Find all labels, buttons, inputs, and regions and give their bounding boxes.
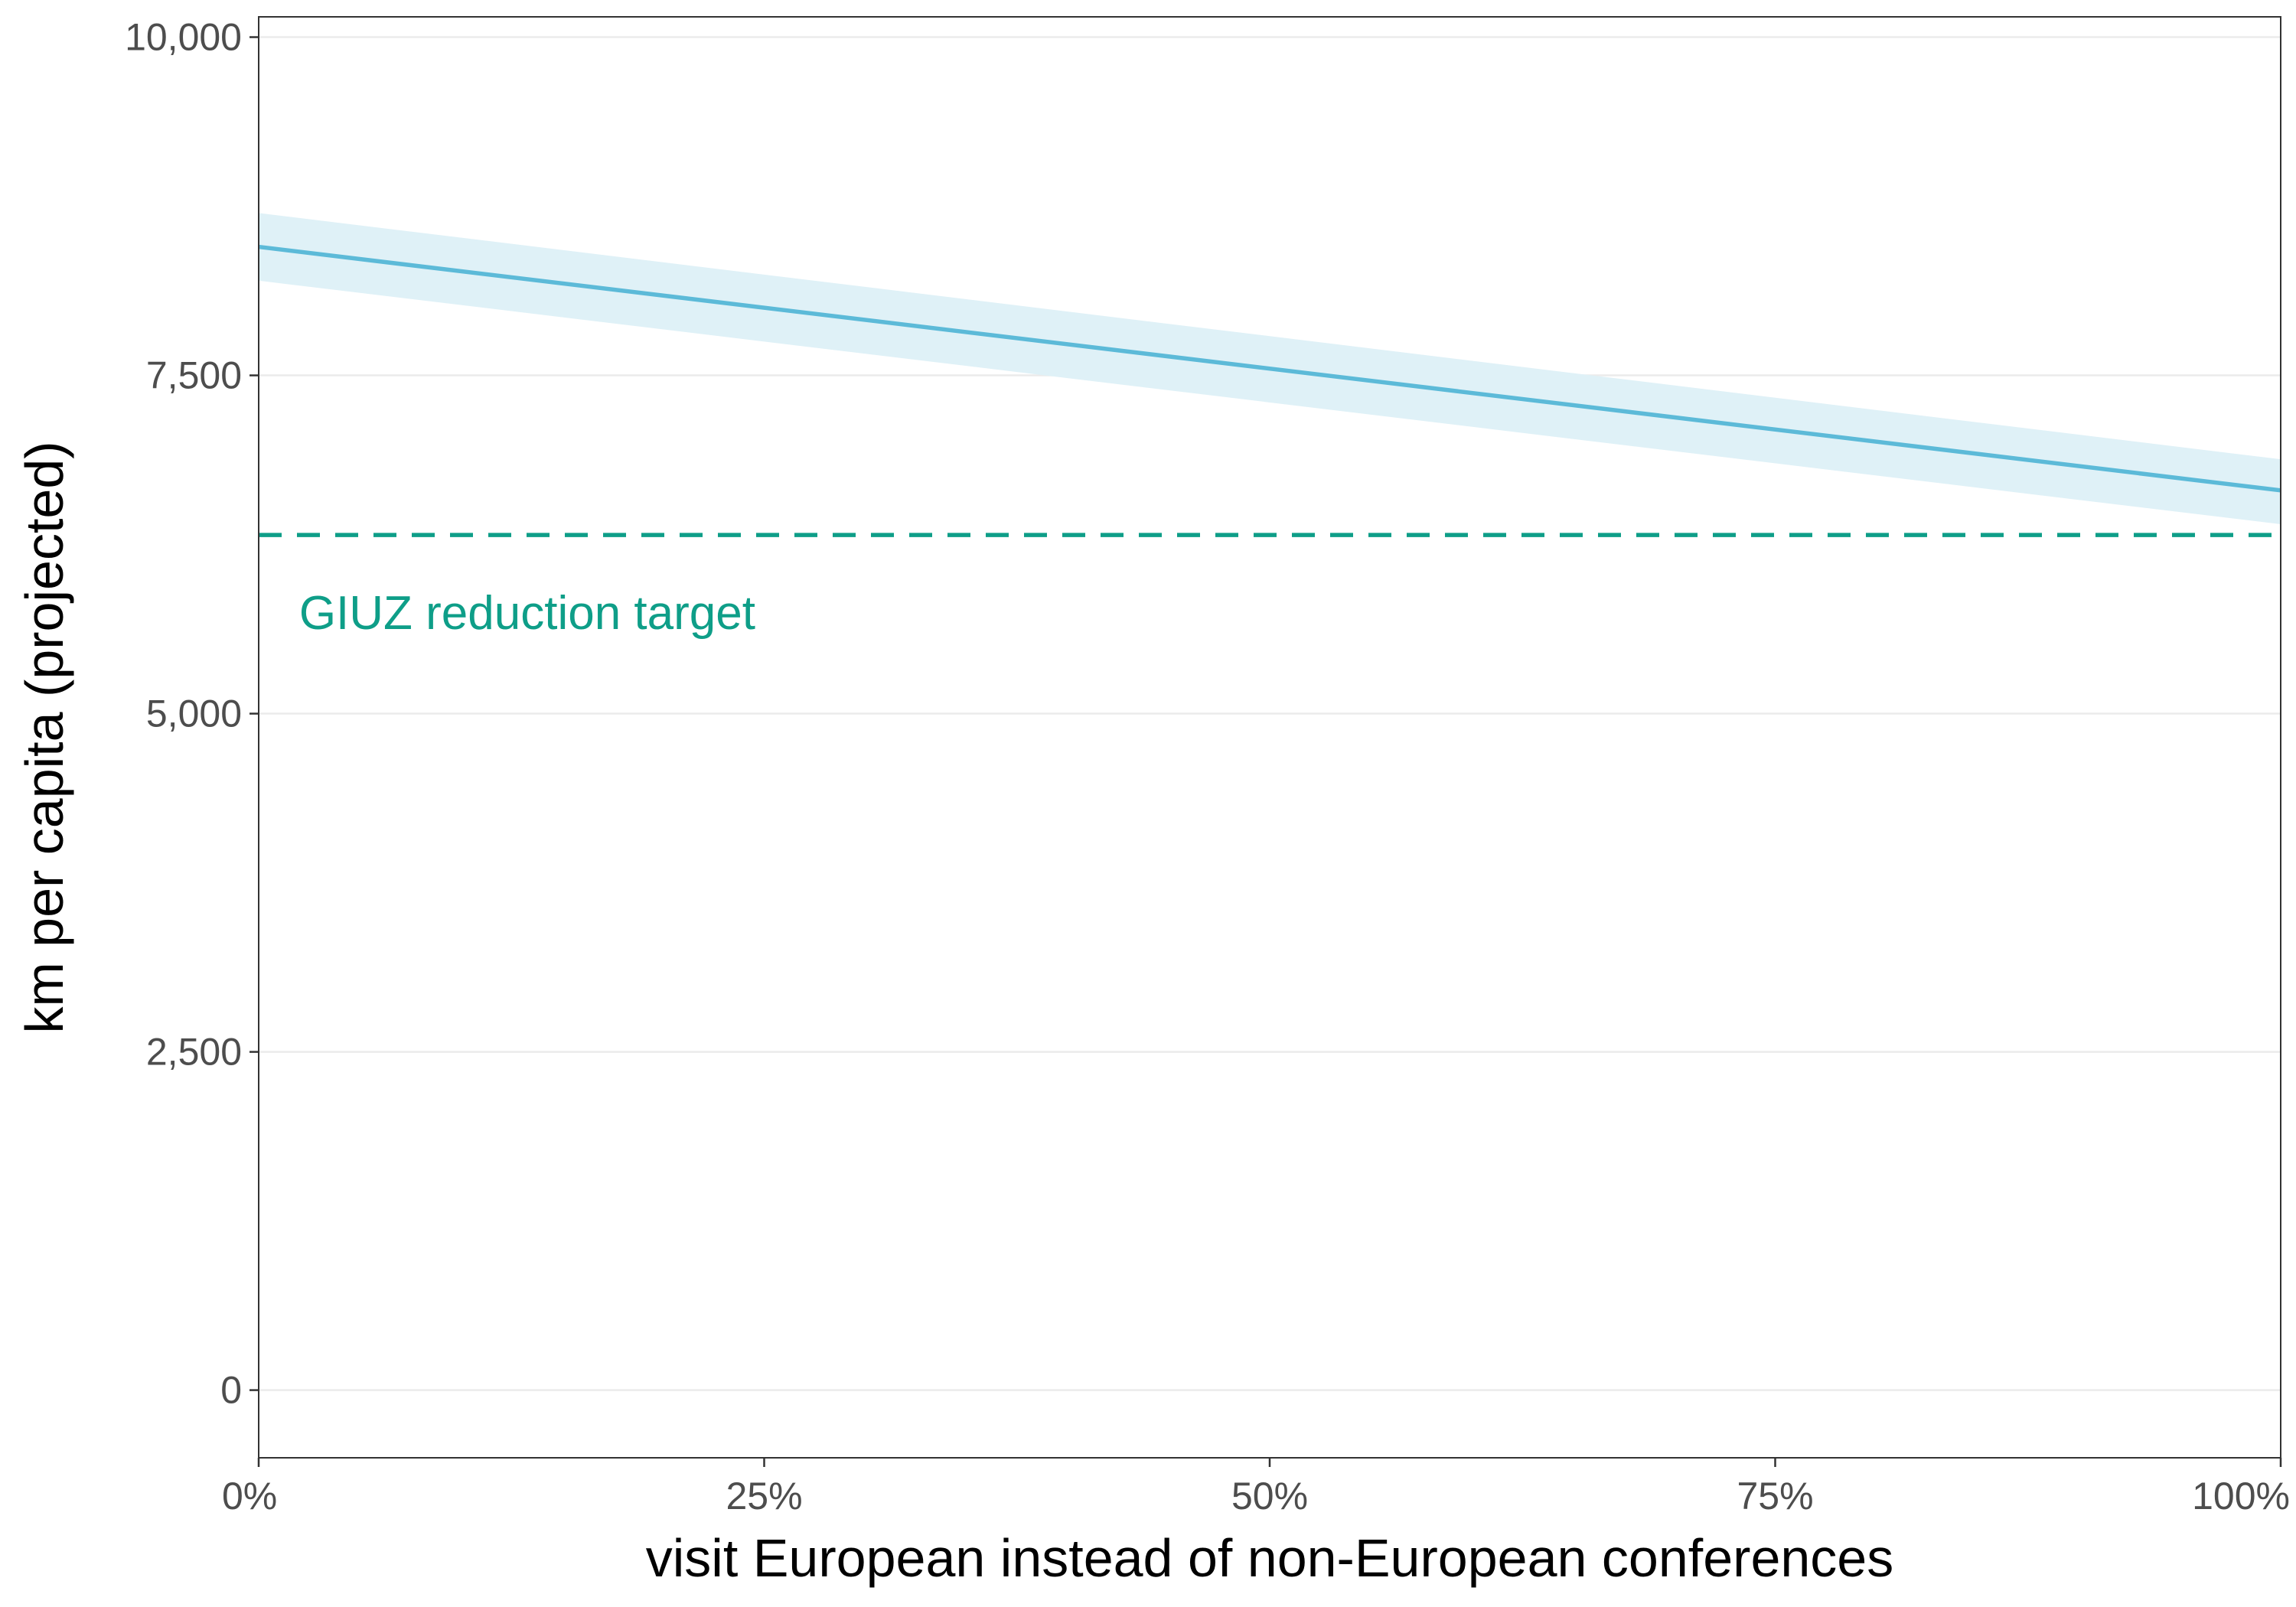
tick-labels: 0 2,500 5,000 7,500 10,000 0% 25% 50% 75% 100% (125, 16, 2290, 1517)
series-line (258, 244, 2281, 493)
y-axis-title: km per capita (projected) (15, 441, 74, 1033)
y-tick-label: 5,000 (146, 693, 242, 735)
x-axis-title: visit European instead of non-European c… (646, 1528, 1894, 1588)
x-tick-label: 100% (2192, 1475, 2290, 1517)
series-lines (258, 244, 2281, 493)
y-tick-label: 10,000 (125, 16, 242, 59)
axis-ticks (249, 36, 2282, 1467)
x-tick-label: 25% (726, 1475, 802, 1517)
plot-panel-border (258, 16, 2281, 1459)
x-tick-label: 50% (1231, 1475, 1308, 1517)
reference-lines: GIUZ reduction target (259, 533, 2281, 640)
x-tick-label: 75% (1737, 1475, 1813, 1517)
y-tick-label: 0 (220, 1369, 242, 1412)
x-tick-label: 0% (222, 1475, 277, 1517)
grid-lines (259, 36, 2281, 1391)
reduction-target-label: GIUZ reduction target (299, 587, 755, 640)
y-tick-label: 2,500 (146, 1031, 242, 1074)
y-tick-label: 7,500 (146, 354, 242, 397)
